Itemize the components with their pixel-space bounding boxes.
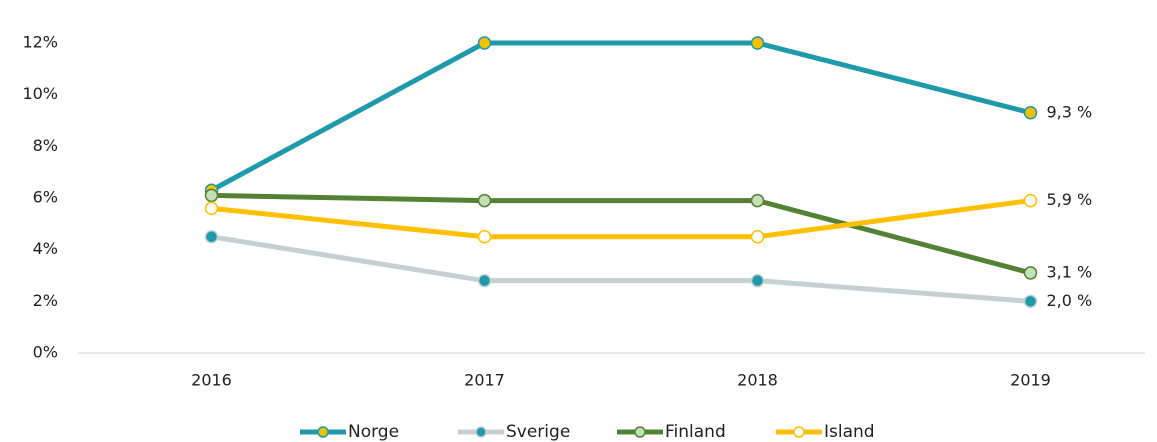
marker: [204, 230, 219, 244]
legend-marker: [317, 426, 329, 438]
marker: [750, 273, 765, 288]
data-label: 9,3 %: [1047, 102, 1093, 121]
y-tick-label: 6%: [33, 188, 58, 207]
marker: [204, 201, 219, 216]
y-tick-label: 4%: [33, 239, 58, 258]
series-line: [211, 198, 1031, 240]
marker: [1023, 193, 1038, 208]
marker: [1023, 266, 1038, 280]
data-label: 2,0 %: [1047, 291, 1093, 310]
y-tick-label: 2%: [33, 291, 58, 310]
x-tick-label: 2018: [737, 371, 778, 390]
series-line: [211, 192, 1032, 276]
x-tick-label: 2017: [464, 371, 505, 390]
legend-label: Finland: [665, 422, 726, 442]
marker: [750, 193, 765, 208]
legend-marker: [793, 426, 805, 438]
marker: [1023, 106, 1038, 120]
marker: [477, 36, 492, 50]
marker: [477, 273, 492, 288]
marker: [477, 193, 492, 208]
y-tick-label: 0%: [33, 343, 58, 362]
marker: [1023, 294, 1038, 309]
y-tick-label: 8%: [33, 136, 58, 155]
marker: [204, 188, 219, 203]
data-label: 5,9 %: [1047, 190, 1093, 209]
marker: [750, 36, 765, 50]
marker: [750, 230, 765, 244]
series-line: [210, 40, 1032, 193]
legend-marker: [475, 426, 487, 438]
data-label: 3,1 %: [1047, 262, 1093, 281]
legend-label: Sverige: [506, 422, 570, 442]
x-tick-label: 2019: [1010, 371, 1051, 390]
legend-label: Island: [824, 422, 875, 442]
y-tick-label: 10%: [22, 84, 58, 103]
x-tick-label: 2016: [191, 371, 232, 390]
y-tick-label: 12%: [22, 33, 58, 52]
legend-label: Norge: [348, 422, 399, 442]
series-line: [211, 234, 1031, 304]
legend-marker: [634, 426, 646, 438]
marker: [477, 230, 492, 244]
